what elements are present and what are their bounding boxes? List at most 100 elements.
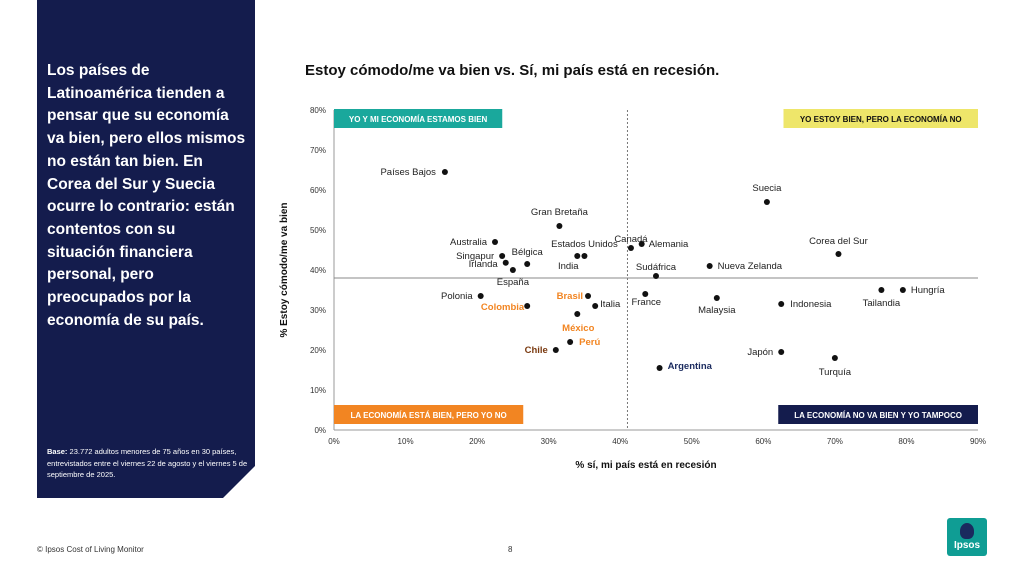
data-point: [706, 263, 713, 269]
x-tick-label: 70%: [827, 437, 843, 446]
data-point: [524, 261, 531, 267]
data-point-label: Argentina: [668, 361, 713, 372]
x-tick-label: 30%: [541, 437, 557, 446]
data-point: [835, 251, 842, 257]
data-point: [556, 223, 563, 229]
x-tick-label: 60%: [755, 437, 771, 446]
data-point-label: Polonia: [441, 291, 473, 302]
data-point: [492, 239, 498, 245]
data-point: [778, 349, 785, 355]
x-axis-title: % sí, mi país está en recesión: [575, 460, 716, 471]
quadrant-label-box: [334, 109, 503, 128]
side-panel: [37, 0, 255, 498]
data-point-label: Bélgica: [512, 247, 544, 258]
data-point: [477, 293, 484, 299]
data-point: [831, 355, 838, 361]
data-point: [653, 273, 659, 279]
data-point-label: Países Bajos: [380, 167, 436, 178]
data-point: [656, 365, 663, 371]
logo-mark-icon: [960, 523, 974, 539]
side-headline: Los países de Latinoamérica tienden a pe…: [47, 62, 246, 329]
data-point: [878, 287, 885, 293]
y-tick-label: 50%: [310, 226, 326, 235]
x-tick-label: 80%: [898, 437, 914, 446]
data-point: [713, 295, 720, 301]
x-tick-label: 50%: [684, 437, 700, 446]
data-point-label: España: [497, 277, 530, 288]
data-point-label: Gran Bretaña: [531, 207, 589, 218]
quadrant-label-box: [778, 405, 978, 424]
quadrant-label: LA ECONOMÍA NO VA BIEN Y YO TAMPOCO: [794, 411, 962, 420]
data-point-label: Estados Unidos: [551, 239, 618, 250]
chart-title: Estoy cómodo/me va bien vs. Sí, mi país …: [305, 62, 720, 79]
data-point-label: India: [558, 261, 579, 272]
data-point: [441, 169, 448, 175]
y-axis-title: % Estoy cómodo/me va bien: [279, 202, 290, 337]
y-tick-label: 30%: [310, 306, 326, 315]
quadrant-label-box: [334, 405, 524, 424]
y-tick-label: 70%: [310, 146, 326, 155]
x-tick-label: 0%: [328, 437, 340, 446]
logo-text: Ipsos: [953, 540, 981, 551]
data-point: [638, 241, 645, 247]
data-point-label: Alemania: [649, 239, 689, 250]
ipsos-logo: Ipsos: [947, 518, 987, 556]
data-point-label: Canadá: [614, 234, 648, 245]
data-point-label: France: [631, 297, 661, 308]
data-point: [778, 301, 785, 307]
page-number: 8: [508, 545, 513, 554]
footer-source: © Ipsos Cost of Living Monitor: [37, 545, 144, 554]
data-point: [627, 245, 634, 251]
data-point: [574, 311, 581, 317]
data-point: [499, 253, 506, 259]
data-point: [592, 303, 599, 309]
data-point-label: Hungría: [911, 285, 946, 296]
base-text: 23.772 adultos menores de 75 años en 30 …: [47, 447, 248, 479]
x-tick-label: 90%: [970, 437, 986, 446]
data-point: [763, 199, 770, 205]
base-label: Base:: [47, 447, 68, 456]
y-tick-label: 20%: [310, 346, 326, 355]
data-point-label: Chile: [525, 345, 548, 356]
data-point-label: Corea del Sur: [809, 236, 868, 247]
data-point: [502, 259, 509, 266]
data-point-label: Italia: [600, 299, 621, 310]
data-point: [642, 291, 649, 297]
data-point-label: Japón: [747, 347, 773, 358]
data-point: [509, 267, 516, 273]
data-point-label: Sudáfrica: [636, 262, 677, 273]
data-point: [524, 303, 531, 309]
data-point-label: Singapur: [456, 251, 494, 262]
data-point: [574, 253, 581, 259]
data-point: [581, 253, 588, 259]
data-point-label: Irlanda: [469, 259, 499, 270]
data-point: [899, 287, 906, 293]
data-point-label: México: [562, 323, 594, 334]
data-point-label: Nueva Zelanda: [718, 261, 783, 272]
y-tick-label: 10%: [310, 386, 326, 395]
data-point: [585, 293, 592, 299]
data-point-label: Tailandia: [863, 298, 901, 309]
y-tick-label: 60%: [310, 186, 326, 195]
x-tick-label: 40%: [612, 437, 628, 446]
data-point-label: Indonesia: [790, 299, 832, 310]
data-point-label: Suecia: [752, 183, 782, 194]
data-point: [567, 339, 574, 345]
data-point-label: Brasil: [557, 291, 583, 302]
y-tick-label: 0%: [314, 426, 326, 435]
y-tick-label: 40%: [310, 266, 326, 275]
data-point-label: Malaysia: [698, 305, 736, 316]
y-tick-label: 80%: [310, 106, 326, 115]
data-point-label: Australia: [450, 237, 488, 248]
data-point-label: Colombia: [481, 302, 525, 313]
quadrant-label-box: [783, 109, 978, 128]
base-note: Base: 23.772 adultos menores de 75 años …: [47, 446, 252, 481]
data-point-label: Perú: [579, 337, 600, 348]
quadrant-label: YO Y MI ECONOMÍA ESTAMOS BIEN: [349, 115, 488, 124]
data-point: [552, 347, 559, 353]
x-tick-label: 10%: [398, 437, 414, 446]
data-point-label: Turquía: [819, 367, 852, 378]
x-tick-label: 20%: [469, 437, 485, 446]
quadrant-label: YO ESTOY BIEN, PERO LA ECONOMÍA NO: [800, 115, 962, 124]
